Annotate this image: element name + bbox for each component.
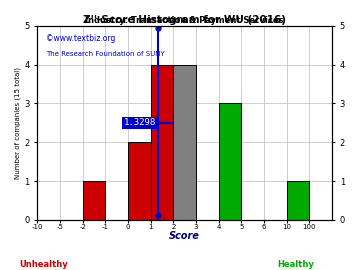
Bar <box>83 181 105 220</box>
Bar <box>173 65 196 220</box>
Text: 1.3298: 1.3298 <box>123 118 156 127</box>
Bar <box>150 65 173 220</box>
Bar <box>219 103 241 220</box>
Text: Industry: Transaction & Payment Services: Industry: Transaction & Payment Services <box>85 16 284 25</box>
Title: Z''-Score Histogram for WU (2016): Z''-Score Histogram for WU (2016) <box>83 15 286 25</box>
Text: Unhealthy: Unhealthy <box>19 260 68 269</box>
Bar <box>287 181 309 220</box>
Text: The Research Foundation of SUNY: The Research Foundation of SUNY <box>46 51 165 57</box>
Y-axis label: Number of companies (15 total): Number of companies (15 total) <box>15 67 22 179</box>
Text: Healthy: Healthy <box>277 260 314 269</box>
Bar <box>128 142 150 220</box>
X-axis label: Score: Score <box>169 231 200 241</box>
Text: ©www.textbiz.org: ©www.textbiz.org <box>46 33 116 43</box>
